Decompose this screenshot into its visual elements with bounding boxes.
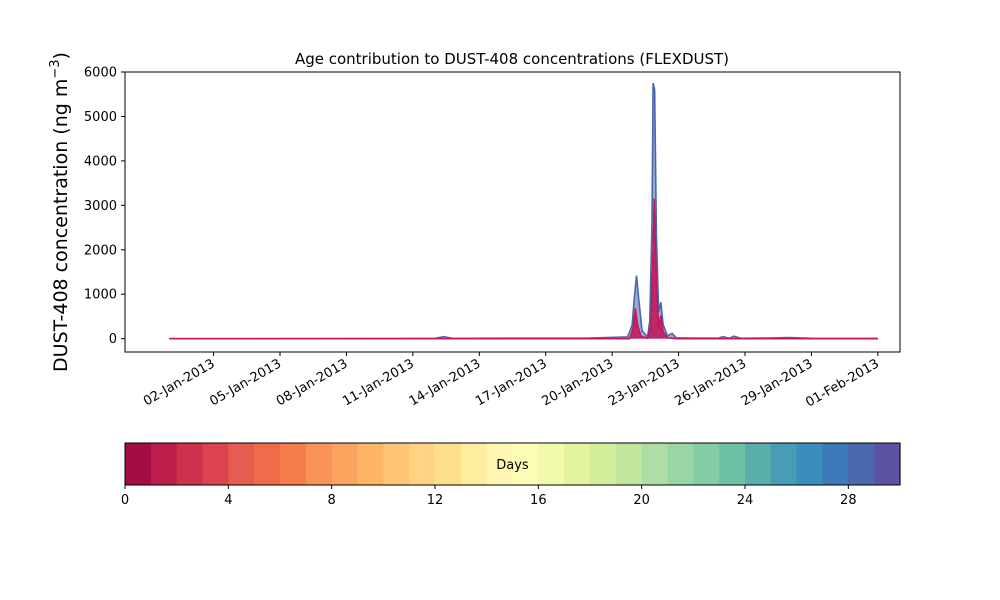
colorbar-segment-15 <box>512 443 539 485</box>
x-tick-label: 08-Jan-2013 <box>274 356 351 409</box>
x-tick-label: 02-Jan-2013 <box>141 356 218 409</box>
series-area-0 <box>169 83 878 339</box>
x-tick-label: 14-Jan-2013 <box>407 356 484 409</box>
series-line-0 <box>169 82 878 340</box>
colorbar-segment-28 <box>848 443 875 485</box>
x-tick-label: 26-Jan-2013 <box>672 356 749 409</box>
colorbar-segment-1 <box>150 443 178 485</box>
x-tick-label: 01-Feb-2013 <box>803 356 882 410</box>
colorbar: 0 4 8 12 16 20 24 28 Days <box>121 442 901 508</box>
x-tick-label: 17-Jan-2013 <box>473 356 550 409</box>
colorbar-segment-21 <box>667 443 694 485</box>
colorbar-tick-label: 16 <box>530 493 547 508</box>
colorbar-segment-7 <box>305 443 333 485</box>
colorbar-tick-label: 20 <box>633 493 650 508</box>
colorbar-segment-26 <box>796 443 824 485</box>
series-area-1 <box>169 198 878 339</box>
colorbar-segment-27 <box>822 443 849 485</box>
y-tick-label: 1000 <box>84 288 117 303</box>
y-axis-label: DUST-408 concentration (ng m−3) <box>48 52 72 372</box>
colorbar-segment-20 <box>641 443 669 485</box>
colorbar-segment-17 <box>564 443 591 485</box>
x-tick-label: 20-Jan-2013 <box>540 356 617 409</box>
colorbar-segment-14 <box>486 443 514 485</box>
y-tick-label: 2000 <box>84 243 117 258</box>
chart-title: Age contribution to DUST-408 concentrati… <box>295 50 729 68</box>
colorbar-segment-29 <box>874 443 901 485</box>
colorbar-segment-0 <box>125 443 152 485</box>
plot-frame <box>124 71 901 353</box>
colorbar-segment-23 <box>719 443 746 485</box>
colorbar-segment-2 <box>176 443 204 485</box>
colorbar-segment-13 <box>460 443 488 485</box>
colorbar-segment-5 <box>254 443 281 485</box>
y-tick-label: 0 <box>109 332 117 347</box>
plot-area <box>169 82 878 340</box>
y-tick-label: 4000 <box>84 154 117 169</box>
colorbar-segment-9 <box>357 443 384 485</box>
colorbar-tick-label: 4 <box>224 493 232 508</box>
colorbar-segment-24 <box>745 443 772 485</box>
colorbar-tick-label: 28 <box>840 493 857 508</box>
colorbar-segment-3 <box>202 443 229 485</box>
colorbar-label: Days <box>496 458 529 473</box>
colorbar-tick-label: 8 <box>328 493 336 508</box>
x-tick-label: 11-Jan-2013 <box>340 356 417 409</box>
colorbar-tick-label: 12 <box>427 493 444 508</box>
colorbar-segment-22 <box>693 443 720 485</box>
colorbar-tick-label: 24 <box>737 493 754 508</box>
colorbar-segment-11 <box>409 443 436 485</box>
colorbar-segment-10 <box>383 443 410 485</box>
colorbar-segment-8 <box>331 443 359 485</box>
x-tick-label: 05-Jan-2013 <box>207 356 284 409</box>
colorbar-segment-18 <box>590 443 617 485</box>
y-tick-label: 3000 <box>84 199 117 214</box>
colorbar-segment-4 <box>228 443 255 485</box>
colorbar-segment-19 <box>615 443 643 485</box>
x-tick-label: 23-Jan-2013 <box>606 356 683 409</box>
series-line-1 <box>169 198 878 340</box>
x-tick-label: 29-Jan-2013 <box>739 356 816 409</box>
colorbar-segment-25 <box>770 443 798 485</box>
y-tick-label: 6000 <box>84 66 117 81</box>
colorbar-frame <box>124 442 901 486</box>
y-tick-label: 5000 <box>84 110 117 125</box>
colorbar-tick-label: 0 <box>121 493 129 508</box>
colorbar-segment-16 <box>538 443 565 485</box>
axes: 0 1000 2000 3000 4000 5000 6000 02-Jan-201305-J… <box>84 66 901 410</box>
colorbar-segment-6 <box>280 443 307 485</box>
colorbar-segment-12 <box>435 443 462 485</box>
